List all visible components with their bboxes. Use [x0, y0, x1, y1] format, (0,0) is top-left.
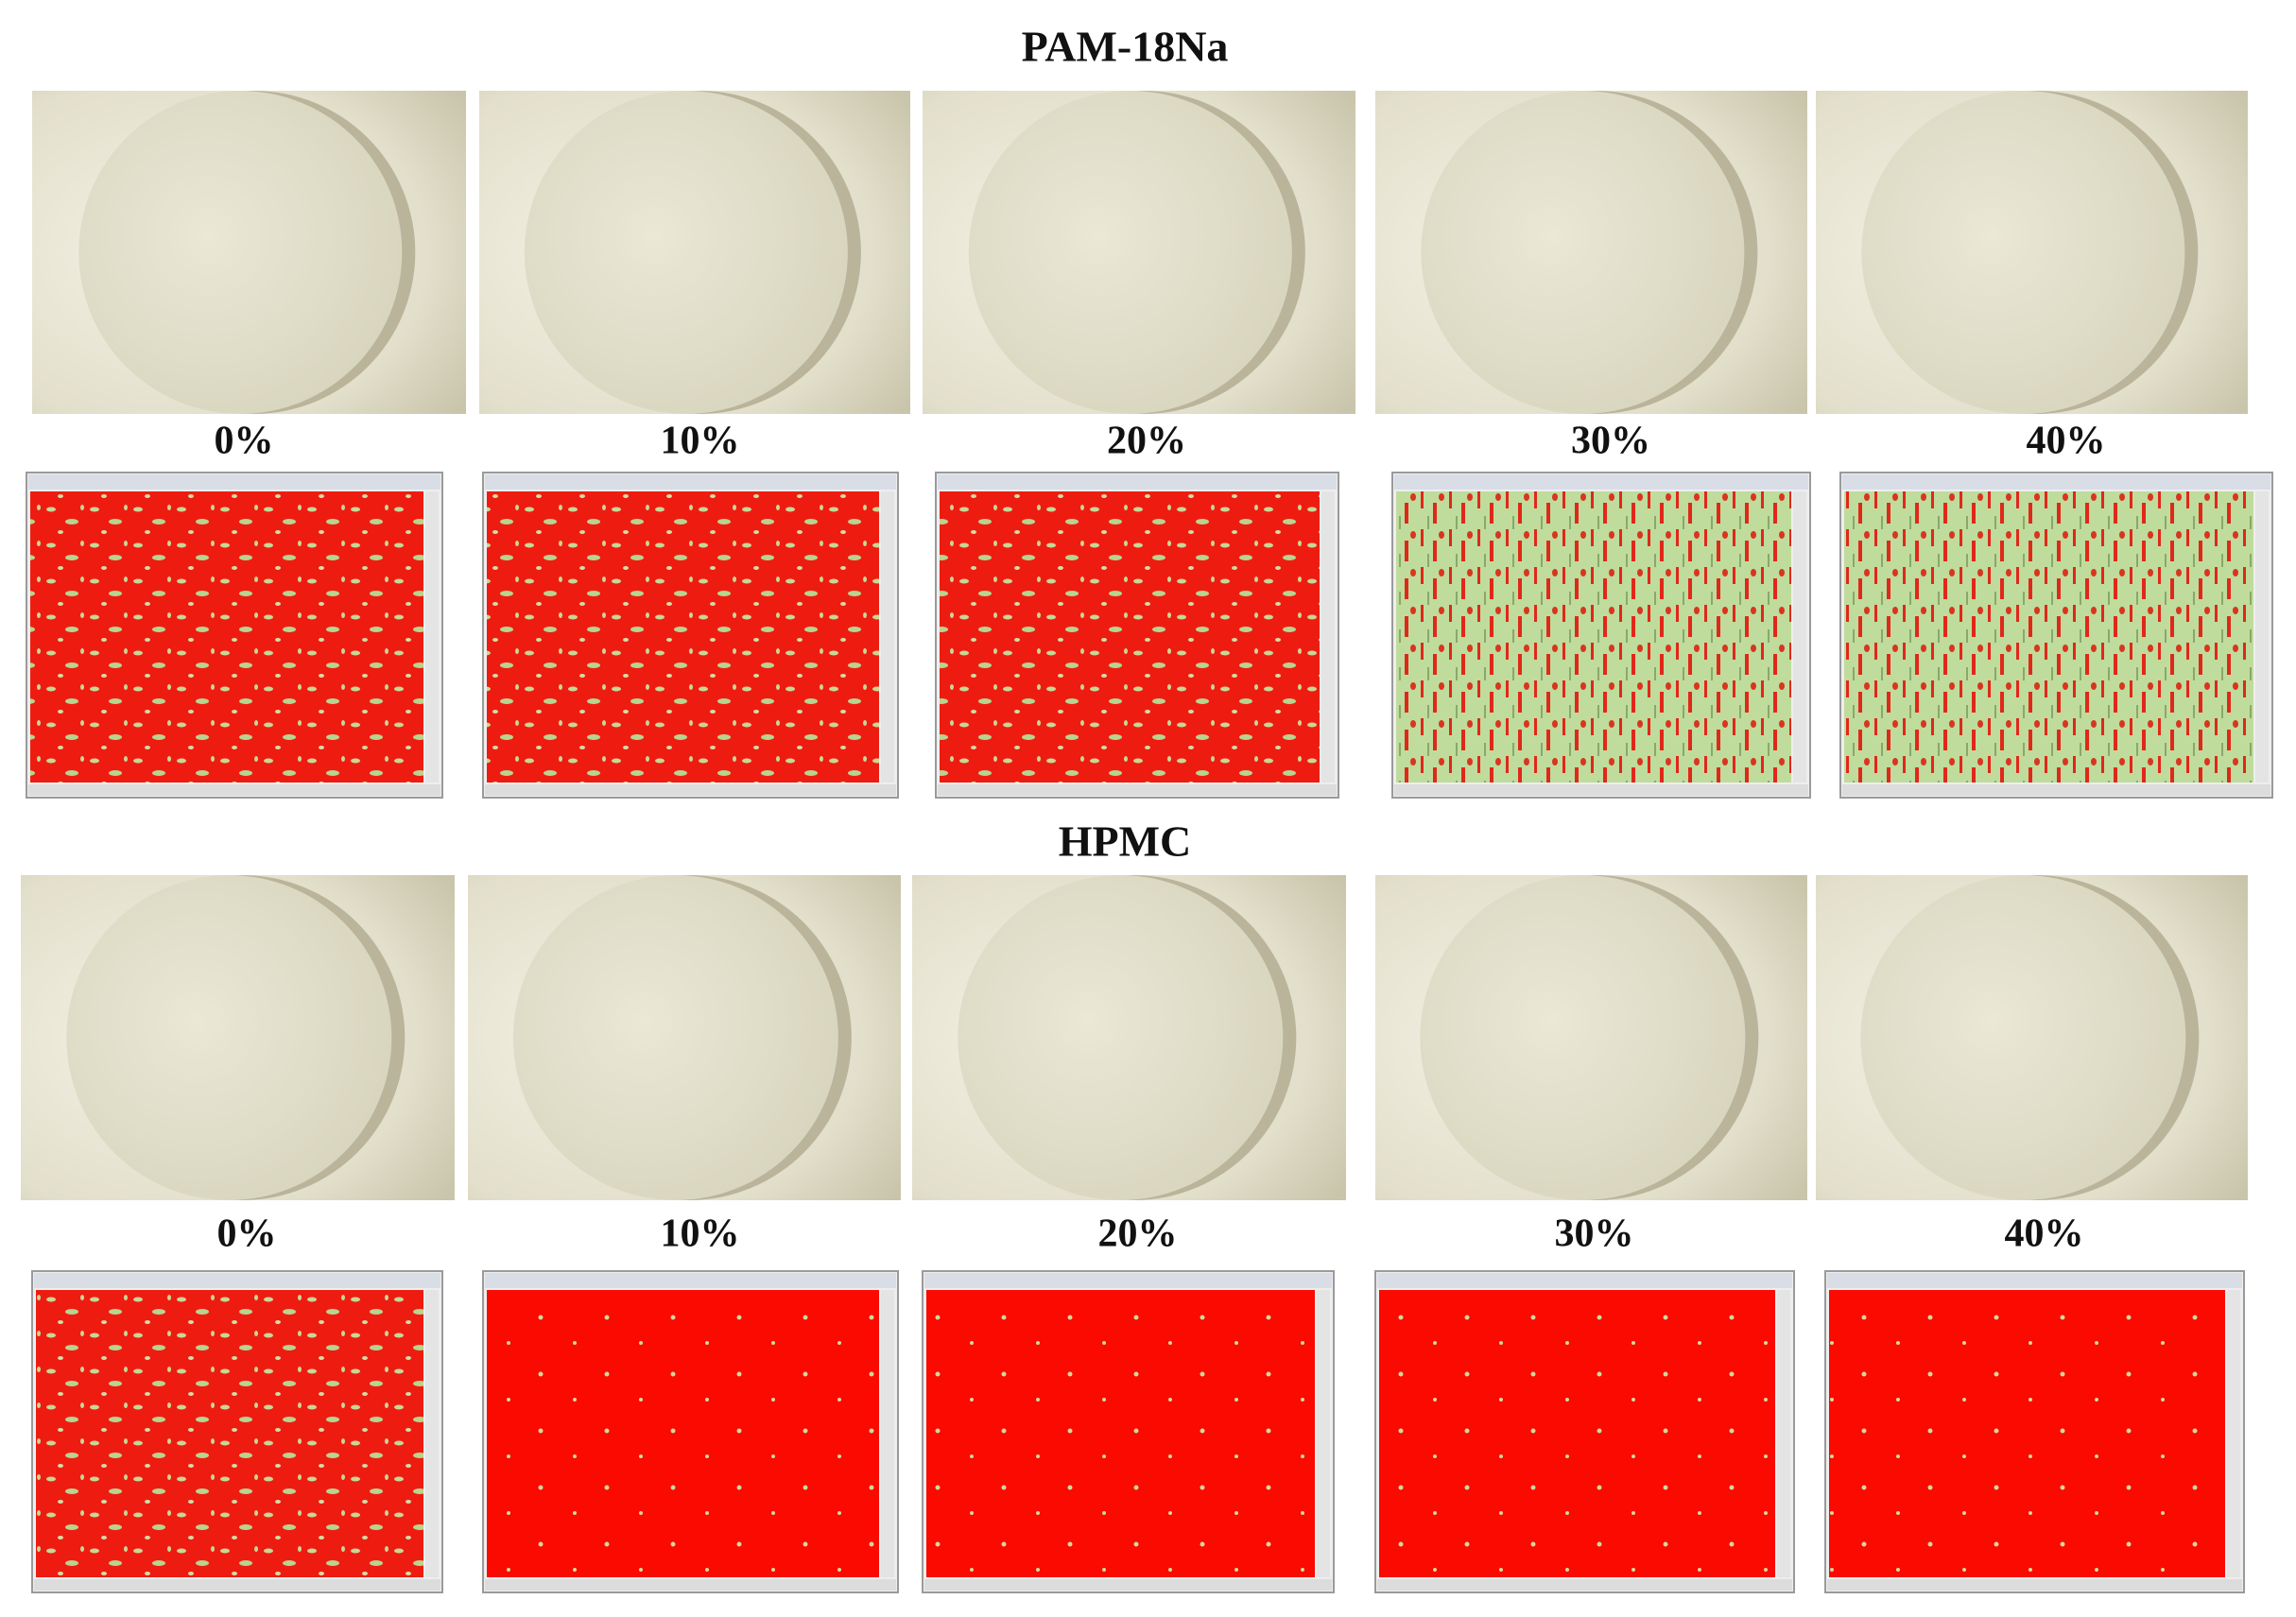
tablet-photo [923, 91, 1355, 414]
tablet-surface [512, 875, 838, 1200]
section-title: HPMC [1059, 817, 1192, 866]
window-toolbar [1377, 1273, 1792, 1288]
window-toolbar [485, 474, 896, 490]
side-panel [1321, 491, 1335, 783]
concentration-label: 0% [215, 420, 274, 463]
analysis-screenshot [482, 472, 899, 799]
concentration-label: 0% [217, 1213, 277, 1256]
color-map [1396, 491, 1791, 783]
window-toolbar [938, 474, 1337, 490]
section-title: PAM-18Na [1022, 23, 1229, 71]
status-bar [485, 1579, 896, 1591]
tablet-photo [479, 91, 910, 414]
tablet-photo [1375, 91, 1807, 414]
window-toolbar [28, 474, 440, 490]
window-toolbar [1394, 474, 1808, 490]
side-panel [1793, 491, 1806, 783]
color-map [1829, 1290, 2225, 1577]
panels: PAM-18Na 0% 10% 20% 30% 40% HPMC 0% 10% 20% 30% 40% [21, 23, 2273, 1593]
tablet-photo [912, 875, 1346, 1200]
tablet-surface [1861, 91, 2185, 414]
side-panel [425, 1290, 439, 1577]
status-bar [924, 1579, 1332, 1591]
concentration-label: 10% [661, 420, 740, 463]
status-bar [1377, 1579, 1792, 1591]
color-map [1844, 491, 2253, 783]
analysis-screenshot [922, 1270, 1335, 1593]
analysis-screenshot [482, 1270, 899, 1593]
color-map [487, 1290, 879, 1577]
color-map [30, 491, 423, 783]
concentration-label: 30% [1571, 420, 1650, 463]
status-bar [485, 784, 896, 796]
side-panel [1317, 1290, 1330, 1577]
analysis-screenshot [935, 472, 1339, 799]
concentration-label: 10% [661, 1213, 740, 1256]
color-map [940, 491, 1320, 783]
status-bar [1842, 784, 2270, 796]
concentration-label: 30% [1555, 1213, 1634, 1256]
analysis-screenshot [26, 472, 443, 799]
window-toolbar [924, 1273, 1332, 1288]
status-bar [28, 784, 440, 796]
status-bar [34, 1579, 440, 1591]
analysis-screenshot [1374, 1270, 1795, 1593]
status-bar [938, 784, 1337, 796]
window-toolbar [485, 1273, 896, 1288]
tablet-surface [968, 91, 1292, 414]
window-toolbar [34, 1273, 440, 1288]
tablet-photo [1375, 875, 1807, 1200]
side-panel [2255, 491, 2269, 783]
color-map [1379, 1290, 1775, 1577]
color-map [926, 1290, 1315, 1577]
side-panel [881, 491, 894, 783]
tablet-photo [32, 91, 466, 414]
side-panel [1777, 1290, 1790, 1577]
analysis-screenshot [1824, 1270, 2245, 1593]
status-bar [1394, 784, 1808, 796]
tablet-surface [1420, 875, 1746, 1200]
side-panel [2227, 1290, 2240, 1577]
analysis-screenshot [1391, 472, 1811, 799]
tablet-photo [468, 875, 901, 1200]
tablet-photo [21, 875, 455, 1200]
window-toolbar [1842, 474, 2270, 490]
tablet-surface [78, 91, 403, 414]
concentration-label: 40% [2005, 1213, 2084, 1256]
tablet-surface [66, 875, 392, 1200]
analysis-screenshot [1839, 472, 2273, 799]
tablet-surface [958, 875, 1284, 1200]
status-bar [1827, 1579, 2242, 1591]
tablet-surface [1860, 875, 2186, 1200]
concentration-label: 20% [1098, 1213, 1178, 1256]
tablet-photo [1816, 91, 2248, 414]
side-panel [881, 1290, 894, 1577]
color-map [36, 1290, 423, 1577]
concentration-label: 20% [1107, 420, 1186, 463]
window-toolbar [1827, 1273, 2242, 1288]
tablet-photo [1816, 875, 2248, 1200]
tablet-surface [1421, 91, 1745, 414]
analysis-screenshot [31, 1270, 443, 1593]
side-panel [425, 491, 439, 783]
concentration-label: 40% [2027, 420, 2106, 463]
tablet-surface [524, 91, 848, 414]
color-map [487, 491, 879, 783]
